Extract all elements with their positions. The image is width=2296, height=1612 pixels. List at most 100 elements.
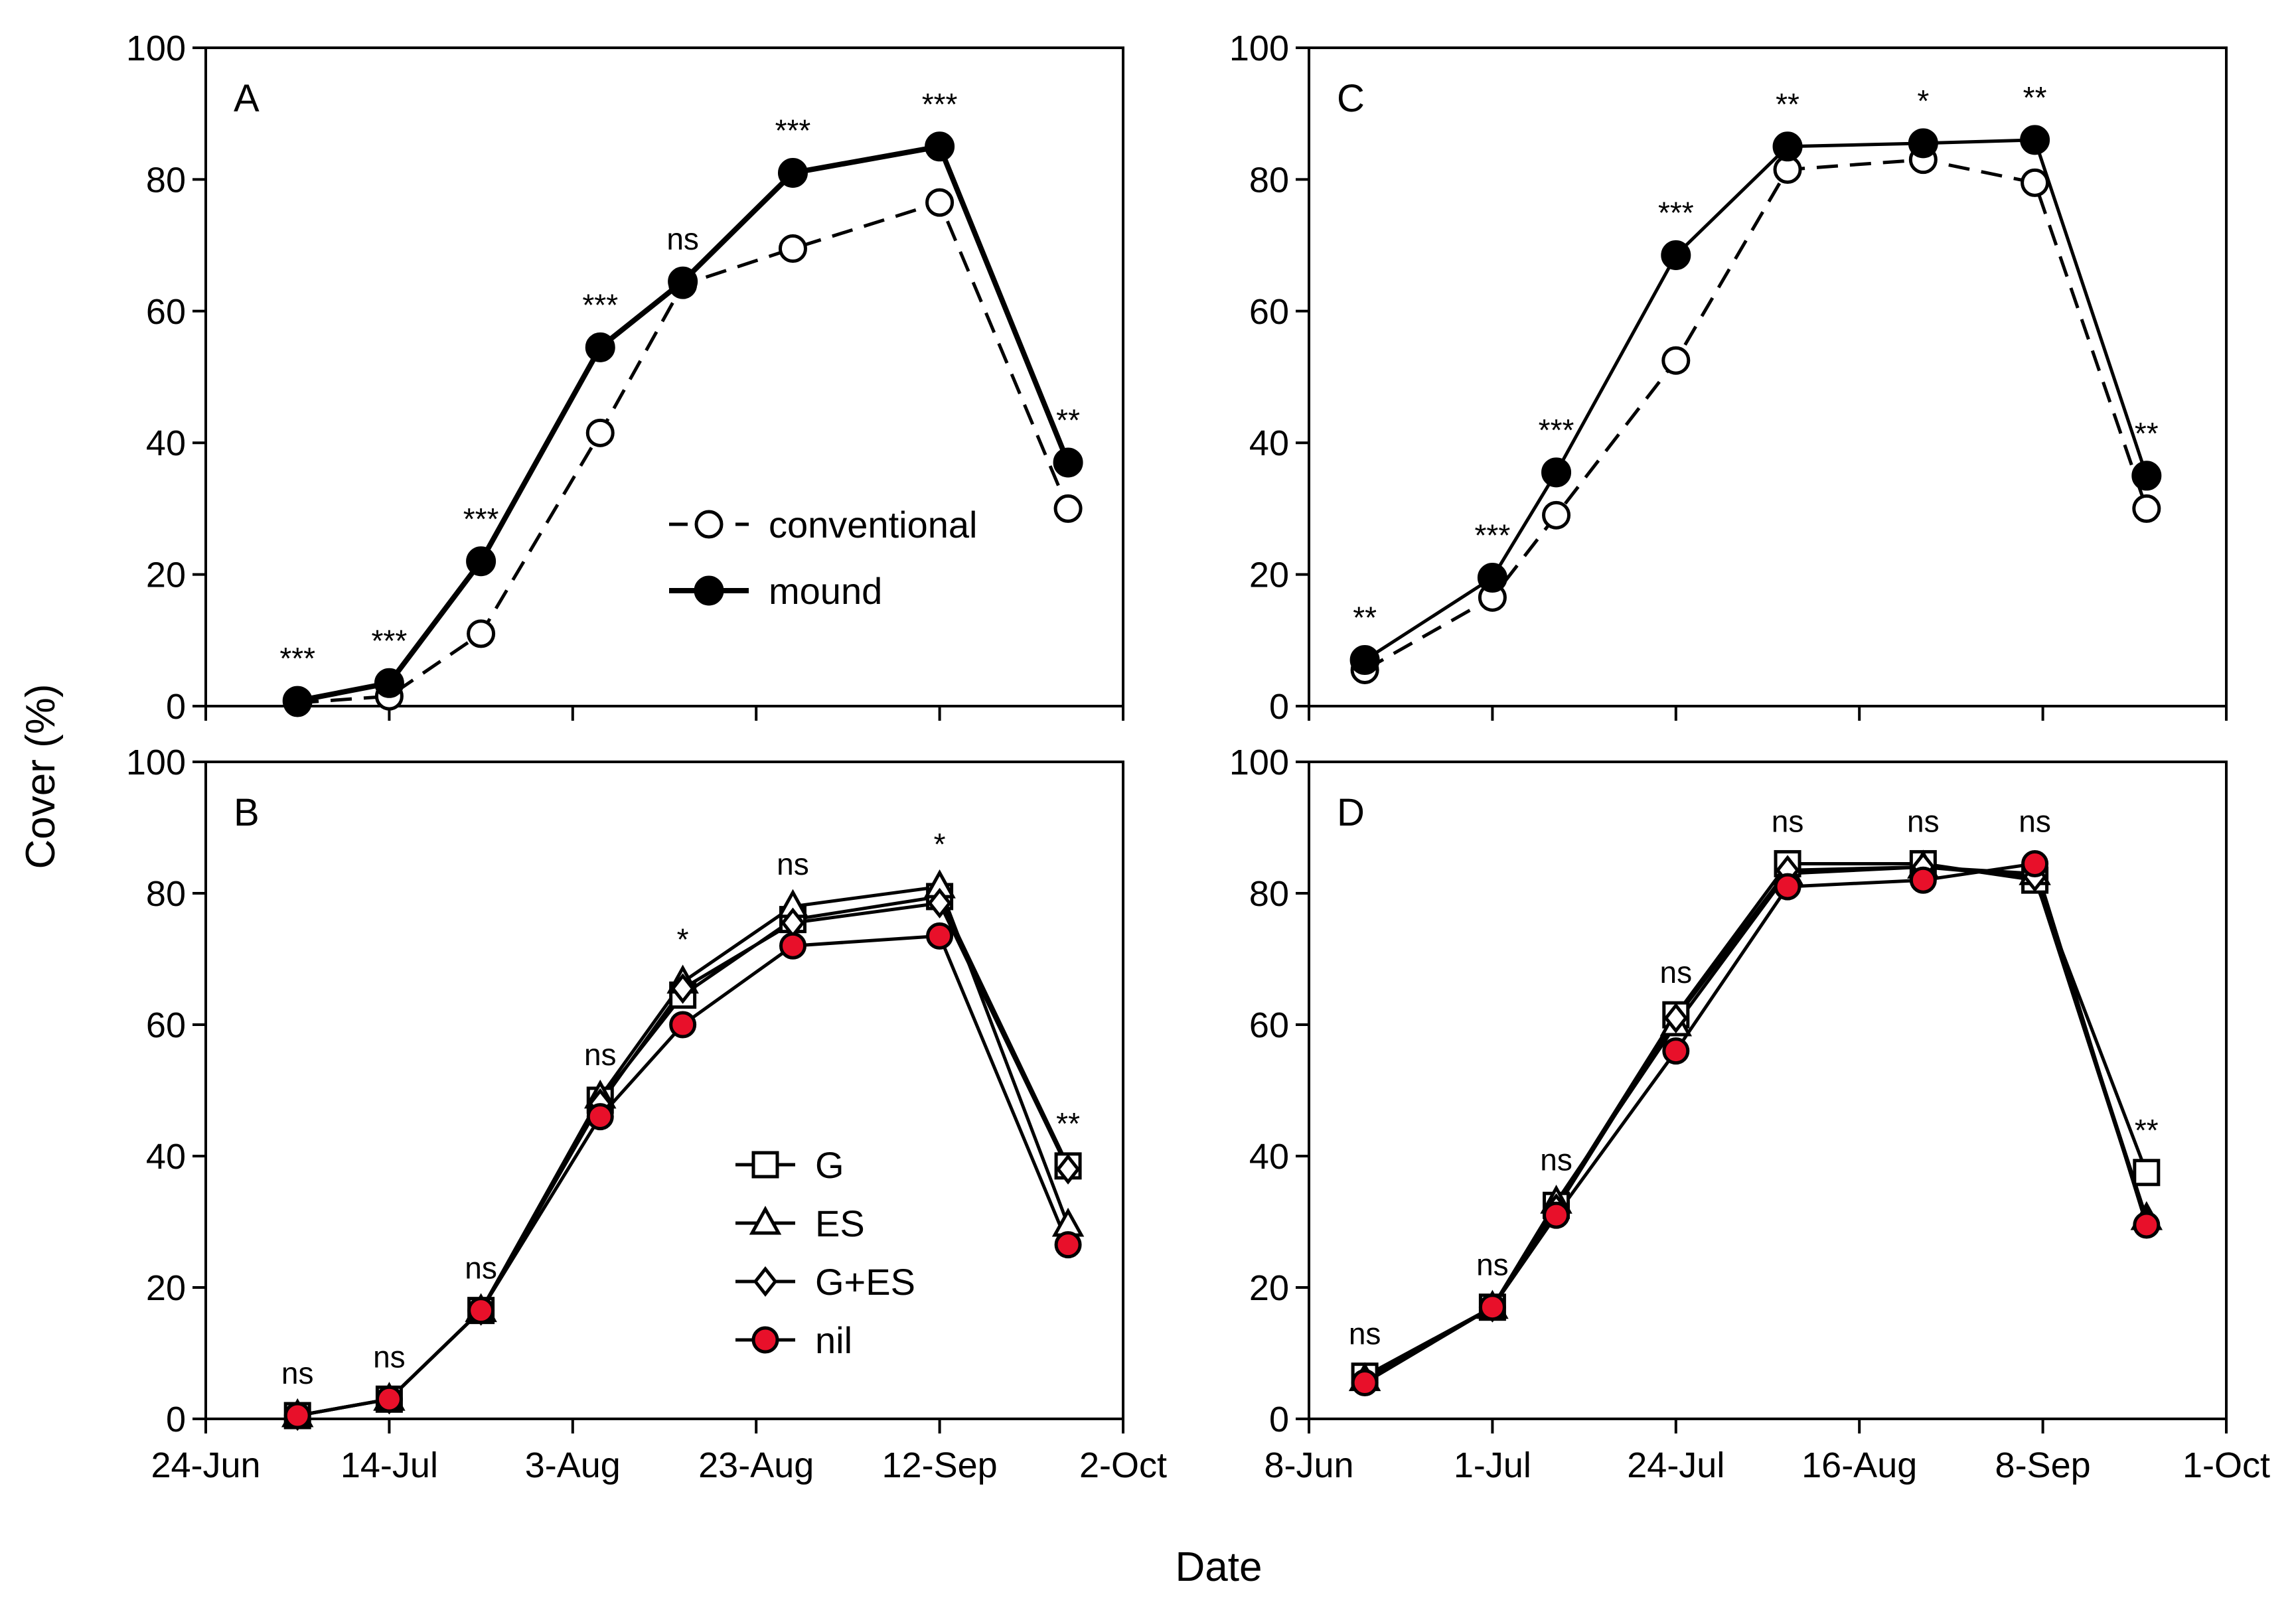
significance-label: ***	[1658, 195, 1694, 230]
data-point-mound	[1661, 240, 1691, 270]
y-tick-label: 80	[1249, 160, 1289, 200]
data-point-nil	[283, 1402, 311, 1429]
significance-label: ns	[2019, 804, 2051, 838]
significance-label: *	[677, 922, 689, 957]
significance-label: ns	[1349, 1317, 1381, 1351]
data-point-mound	[374, 668, 404, 698]
data-point-mound	[282, 686, 313, 716]
significance-label: ns	[1907, 804, 1940, 838]
significance-label: ***	[775, 113, 811, 147]
data-point-nil	[1909, 866, 1937, 894]
data-point-nil	[1543, 1201, 1570, 1229]
y-tick-label: 60	[1249, 1005, 1289, 1045]
y-tick-label: 80	[146, 874, 186, 914]
legend-marker	[751, 1326, 779, 1354]
data-point-mound	[777, 157, 808, 188]
data-point-nil	[779, 932, 806, 960]
significance-label: ns	[584, 1037, 617, 1072]
x-tick-label: 12-Sep	[882, 1445, 998, 1485]
x-tick-label: 16-Aug	[1801, 1445, 1917, 1485]
significance-label: **	[1056, 1106, 1080, 1141]
data-point-mound	[1349, 645, 1380, 676]
data-point-mound	[1477, 563, 1507, 593]
significance-label: ***	[922, 87, 958, 121]
data-point-mound	[1541, 457, 1572, 488]
data-point-mound	[2131, 461, 2162, 491]
significance-label: *	[934, 827, 946, 861]
plot-frame	[1308, 46, 2228, 707]
y-tick-label: 80	[1249, 874, 1289, 914]
data-point-mound	[1908, 128, 1938, 159]
y-tick-label: 100	[1229, 743, 1289, 782]
data-point-mound	[1772, 131, 1803, 162]
series-line-nil	[1363, 861, 2149, 1384]
y-tick-label: 40	[1249, 1137, 1289, 1177]
data-point-conventional	[1053, 494, 1083, 523]
significance-label: ***	[1475, 518, 1511, 553]
significance-label: *	[1917, 84, 1929, 118]
data-point-conventional	[778, 234, 807, 263]
series-line-conventional	[1363, 158, 2149, 672]
y-tick-label: 20	[146, 555, 186, 595]
significance-label: ***	[1539, 413, 1574, 447]
y-tick-label: 20	[146, 1268, 186, 1308]
series-line-conventional	[297, 200, 1070, 705]
y-tick-label: 20	[1249, 1268, 1289, 1308]
series-line-mound	[1363, 138, 2149, 662]
legend-marker	[749, 1205, 782, 1235]
significance-label: ns	[1540, 1142, 1572, 1177]
significance-label: ns	[281, 1356, 314, 1390]
data-point-nil	[1662, 1037, 1690, 1065]
significance-label: ns	[1660, 955, 1693, 989]
x-axis-title: Date	[1176, 1544, 1263, 1590]
data-point-mound	[466, 546, 497, 577]
significance-label: **	[2135, 416, 2159, 451]
series-line-nil	[297, 934, 1070, 1418]
data-point-mound	[2020, 125, 2050, 155]
significance-label: ns	[465, 1251, 497, 1285]
y-tick-label: 0	[166, 1400, 186, 1439]
x-tick-label: 8-Sep	[1995, 1445, 2091, 1485]
data-point-nil	[2133, 1211, 2161, 1239]
x-tick-label: 23-Aug	[698, 1445, 814, 1485]
y-tick-label: 40	[146, 1137, 186, 1177]
panel-label: B	[234, 791, 260, 834]
significance-label: **	[1056, 403, 1080, 437]
x-tick-label: 3-Aug	[525, 1445, 621, 1485]
plot-frame	[204, 46, 1124, 707]
significance-label: ***	[582, 287, 618, 322]
data-point-nil	[375, 1385, 403, 1413]
data-point-nil	[926, 922, 954, 950]
data-point-g-es	[1663, 1003, 1688, 1034]
legend-marker	[753, 1266, 778, 1297]
data-point-mound	[585, 332, 615, 362]
y-axis-title: Cover (%)	[18, 684, 64, 869]
legend-entry-mound: mound	[769, 570, 882, 612]
data-point-nil	[467, 1297, 495, 1325]
data-point-conventional	[925, 188, 955, 217]
data-point-g-es	[927, 887, 952, 918]
y-tick-label: 100	[1229, 29, 1289, 68]
data-point-g-es	[1055, 1153, 1081, 1185]
significance-label: ns	[1476, 1248, 1509, 1282]
data-point-nil	[1478, 1293, 1506, 1321]
significance-label: ns	[777, 847, 809, 881]
legend-entry-g: G	[815, 1144, 844, 1186]
data-point-conventional	[2021, 168, 2050, 197]
data-point-mound	[1053, 447, 1083, 478]
data-point-g-es	[670, 973, 695, 1004]
significance-label: ***	[372, 623, 408, 658]
y-tick-label: 60	[1249, 292, 1289, 332]
significance-label: ***	[279, 641, 315, 676]
legend: G ES G+ES nil	[735, 1144, 915, 1361]
data-point-g	[2133, 1159, 2161, 1187]
data-point-nil	[669, 1011, 697, 1039]
legend-entry-g-es: G+ES	[815, 1261, 915, 1303]
significance-label: **	[1353, 601, 1377, 635]
x-tick-label: 1-Jul	[1454, 1445, 1531, 1485]
significance-label: ns	[666, 222, 699, 256]
legend-entry-es: ES	[815, 1203, 865, 1244]
panel-label: C	[1337, 77, 1365, 120]
significance-label: ***	[463, 502, 499, 536]
data-point-conventional	[2132, 494, 2161, 523]
